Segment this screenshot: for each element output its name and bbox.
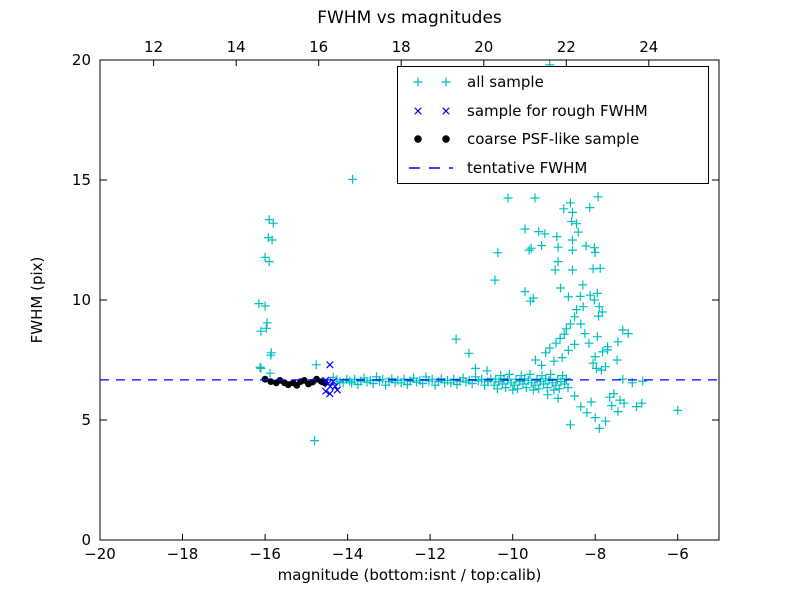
dashed-line-icon (409, 166, 453, 169)
x-tick-label-bottom: −12 (414, 545, 446, 563)
plus-marker-icon (413, 77, 451, 87)
x-tick-label-bottom: −10 (497, 545, 529, 563)
x-tick-label-bottom: −16 (249, 545, 281, 563)
legend-label-rough-fwhm: sample for rough FWHM (467, 101, 648, 120)
y-tick-label: 20 (72, 51, 91, 69)
chart-title: FWHM vs magnitudes (317, 8, 502, 28)
x-tick-label-top: 20 (474, 38, 493, 56)
x-tick-label-top: 16 (309, 38, 328, 56)
x-marker-icon (414, 107, 450, 115)
legend-item-psf-sample: coarse PSF-like sample (407, 126, 708, 152)
all-sample-points (254, 60, 683, 446)
y-tick-label: 15 (72, 171, 91, 189)
legend-label-tentative-fwhm: tentative FWHM (467, 158, 588, 177)
x-tick-label-bottom: −8 (584, 545, 606, 563)
legend-item-all-sample: all sample (407, 69, 708, 95)
x-tick-label-top: 24 (639, 38, 658, 56)
psf-sample-point (261, 375, 269, 383)
y-tick-label: 5 (81, 411, 91, 429)
legend-label-psf-sample: coarse PSF-like sample (467, 130, 640, 149)
y-axis-label: FWHM (pix) (28, 256, 46, 344)
dot-marker-icon (414, 135, 450, 143)
x-tick-label-top: 22 (557, 38, 576, 56)
legend-item-rough-fwhm: sample for rough FWHM (407, 98, 708, 124)
x-axis-label: magnitude (bottom:isnt / top:calib) (277, 566, 542, 584)
psf-sample-point (267, 378, 275, 385)
y-tick-label: 0 (81, 531, 91, 549)
x-tick-label-bottom: −18 (167, 545, 199, 563)
x-tick-label-bottom: −14 (332, 545, 364, 563)
legend-item-tentative-fwhm: tentative FWHM (407, 155, 708, 181)
y-tick-label: 10 (72, 291, 91, 309)
x-tick-label-top: 12 (144, 38, 163, 56)
x-tick-label-top: 14 (227, 38, 246, 56)
legend-label-all-sample: all sample (467, 73, 544, 92)
legend: all sample sample for rough FWHM coarse … (397, 66, 709, 184)
x-tick-label-bottom: −20 (84, 545, 116, 563)
x-tick-label-bottom: −6 (667, 545, 689, 563)
x-tick-label-top: 18 (392, 38, 411, 56)
